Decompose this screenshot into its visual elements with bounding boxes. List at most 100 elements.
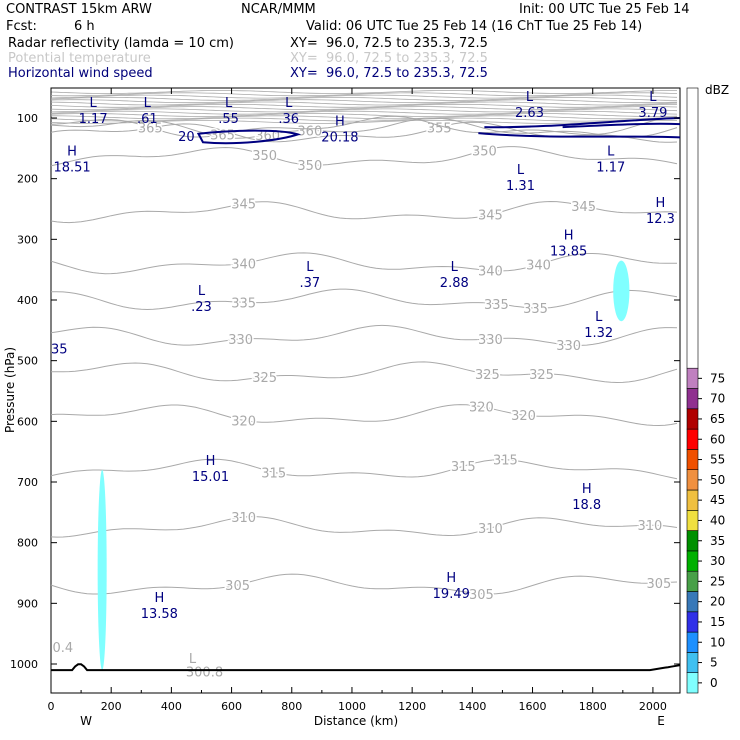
extremum-marker: L [198,284,206,299]
colorbar-label: 0 [710,676,718,690]
radar-echo [97,469,107,671]
colorbar-segment [686,570,699,592]
theta-label: 340 [231,257,256,272]
x-tick-label: 1400 [458,700,486,713]
theta-label: 335 [484,298,509,313]
extremum-value: .37 [299,276,320,291]
colorbar-segment [686,631,699,653]
colorbar-segment [686,672,699,694]
extremum-value: .55 [218,112,239,127]
field-xy-reflectivity: XY= 96.0, 72.5 to 235.3, 72.5 [290,36,488,51]
theta-label: 305 [647,577,672,592]
theta-contour-upper [50,101,678,106]
extremum-value: 3.79 [638,106,667,121]
extremum-value: .36 [278,112,299,127]
x-tick-label: 400 [161,700,182,713]
theta-label: 345 [231,198,256,213]
theta-label: 345 [571,200,596,215]
theta-label: 320 [231,414,256,429]
extremum-value: 1.32 [584,326,613,341]
x-tick-label: 800 [281,700,302,713]
theta-contour-upper [50,97,677,101]
extremum-marker: L [607,145,615,160]
theta-contour-upper [50,92,678,97]
theta-contour-upper [50,103,678,108]
theta-surface-low-marker: L [189,652,197,667]
colorbar-label: 5 [710,656,718,670]
fcst-label: Fcst: [6,19,37,34]
extremum-marker: L [144,96,152,111]
theta-label: 330 [478,333,503,348]
theta-contour-350 [50,146,678,167]
colorbar-label: 60 [710,432,725,446]
theta-label: 355 [427,121,452,136]
wind-contour-label: 20 [178,130,195,145]
extremum-value: 18.8 [572,498,601,513]
org-label: NCAR/MMM [241,2,316,17]
dbz-colorbar: dBZ 0 5 10 15 20 25 30 35 40 45 50 55 60 65 70 75 [686,83,729,694]
theta-label: 345 [478,209,503,224]
extremum-value: 15.01 [192,470,229,485]
extremum-marker: L [595,310,603,325]
extremum-marker: L [517,163,525,178]
extremum-marker: H [446,571,456,586]
theta-label: 335 [231,296,256,311]
theta-label: 315 [451,460,476,475]
y-tick-label: 400 [17,294,38,307]
theta-label: 315 [261,466,286,481]
colorbar-segment [686,408,699,430]
colorbar-label: 35 [710,534,725,548]
theta-contour-upper [50,90,677,94]
x-tick-label: 2000 [639,700,667,713]
theta-label: 340 [478,265,503,280]
field-xy-theta: XY= 96.0, 72.5 to 235.3, 72.5 [290,51,488,66]
theta-label: 350 [472,144,497,159]
extremum-value: 13.85 [550,244,587,259]
theta-label: 360 [297,124,322,139]
theta-contour-345 [50,200,678,224]
axes: 0 200 400 600 800 1000 1200 1400 1600 1800 2000 100… [10,88,680,713]
extremum-value: .61 [137,112,158,127]
colorbar-label: 65 [710,412,725,426]
extremum-value: 2.63 [515,106,544,121]
theta-label: 325 [529,368,554,383]
wind-contour-jet-left [196,129,302,145]
theta-label: 365 [138,121,163,136]
colorbar-label: 45 [710,493,725,507]
theta-contour-upper [50,117,678,122]
extremum-marker: H [564,228,574,243]
plot-frame [50,87,681,694]
y-tick-label: 300 [17,233,38,246]
radar-echo [613,260,630,322]
theta-label: 305 [225,579,250,594]
model-title: CONTRAST 15km ARW [6,2,152,17]
theta-contour-upper [50,94,678,99]
valid-time: Valid: 06 UTC Tue 25 Feb 14 (16 ChT Tue … [306,19,643,34]
x-end-right: E [657,714,665,728]
theta-label: 310 [231,511,256,526]
colorbar-segment [686,611,699,633]
extremum-marker: H [154,591,164,606]
colorbar-segment [686,449,699,470]
colorbar-segment [686,550,699,572]
colorbar-label: 70 [710,392,725,406]
terrain-line [51,663,681,672]
theta-label: 330 [556,339,581,354]
theta-contour-upper [50,113,678,117]
extremum-marker: H [335,114,345,129]
y-tick-label: 700 [17,476,38,489]
extremum-marker: L [451,260,459,275]
extremum-marker: H [582,482,592,497]
extremum-value: 18.51 [53,161,90,176]
colorbar-segment [686,469,699,491]
wind-contour-jet-right-1 [484,117,681,129]
colorbar-segment [686,530,699,552]
colorbar-segment [686,388,699,410]
colorbar-segment [686,428,699,450]
edge-label: 35 [51,343,68,358]
y-tick-label: 500 [17,355,38,368]
extremum-value: .23 [191,300,212,315]
theta-label: 305 [469,588,494,603]
theta-contour-upper [50,106,678,110]
